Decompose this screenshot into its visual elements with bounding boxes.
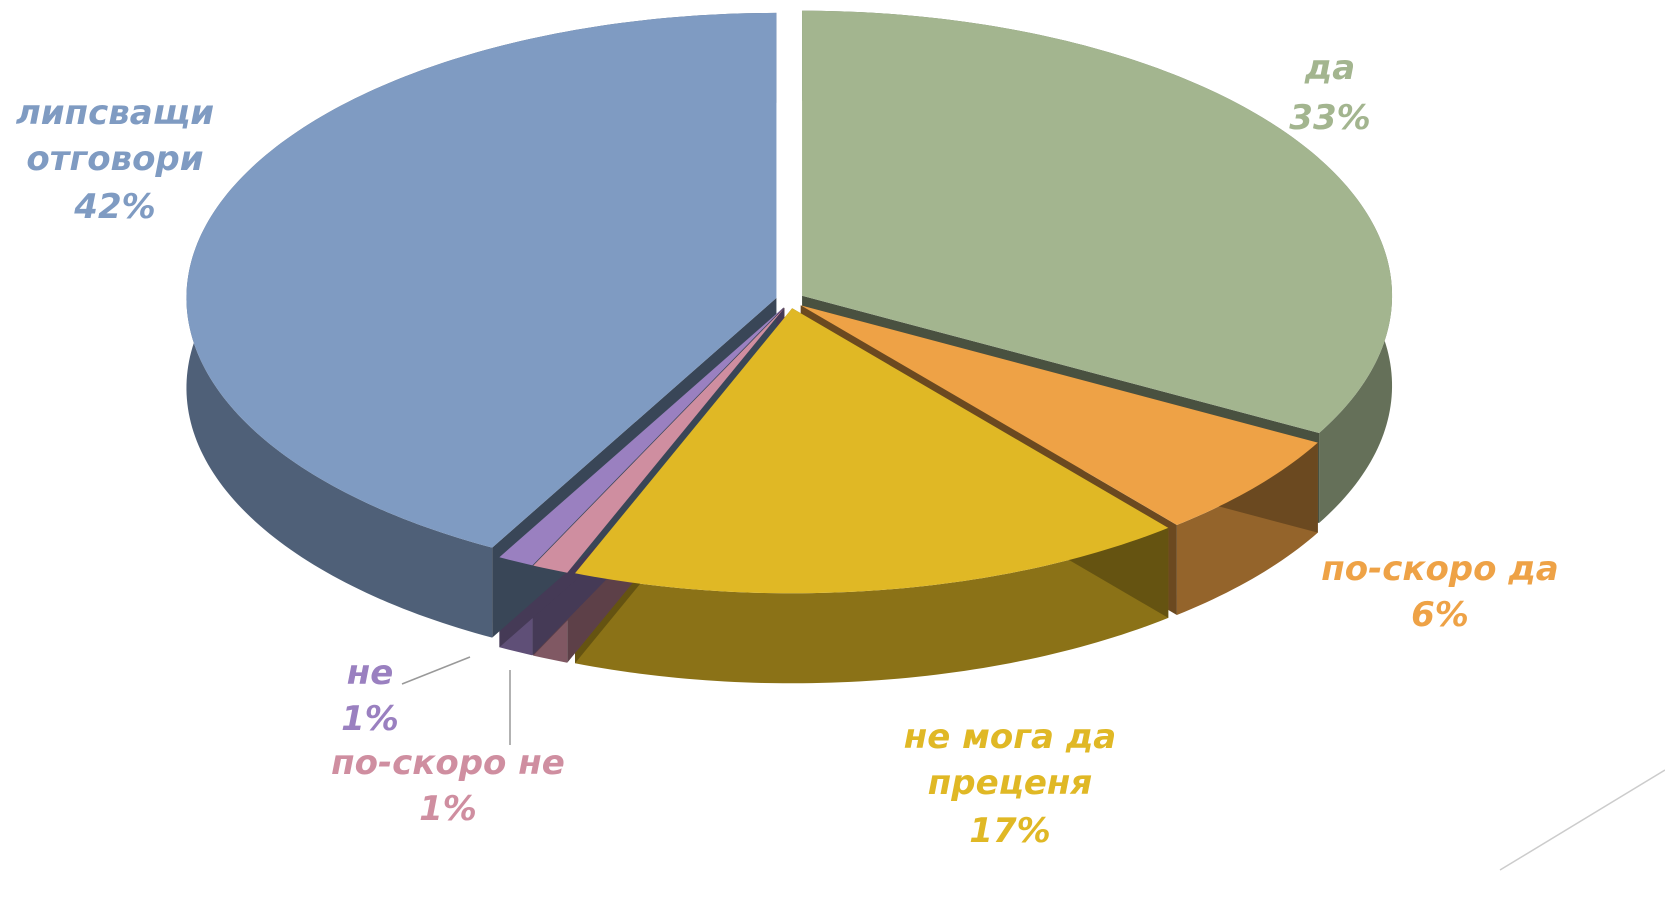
value-label: 6% [1411,595,1469,635]
decor-line [1499,769,1665,871]
value-label: 42% [74,187,156,227]
slice [533,307,785,573]
slice [186,12,777,548]
category-label: не [346,653,394,693]
value-label: 17% [969,811,1051,851]
slice [574,308,1169,594]
category-label: по-скоро не [331,743,565,783]
leader-line [401,656,471,685]
slice [802,10,1393,434]
category-label: липсващи отговори [15,93,215,179]
value-label: 1% [419,789,477,829]
category-label: не мога да преценя [903,717,1117,803]
slice [800,305,1318,525]
slice [499,307,784,566]
category-label: да [1304,48,1356,88]
value-label: 33% [1289,98,1371,138]
value-label: 1% [341,699,399,739]
slice-side [574,527,1169,684]
category-label: по-скоро да [1321,549,1559,589]
